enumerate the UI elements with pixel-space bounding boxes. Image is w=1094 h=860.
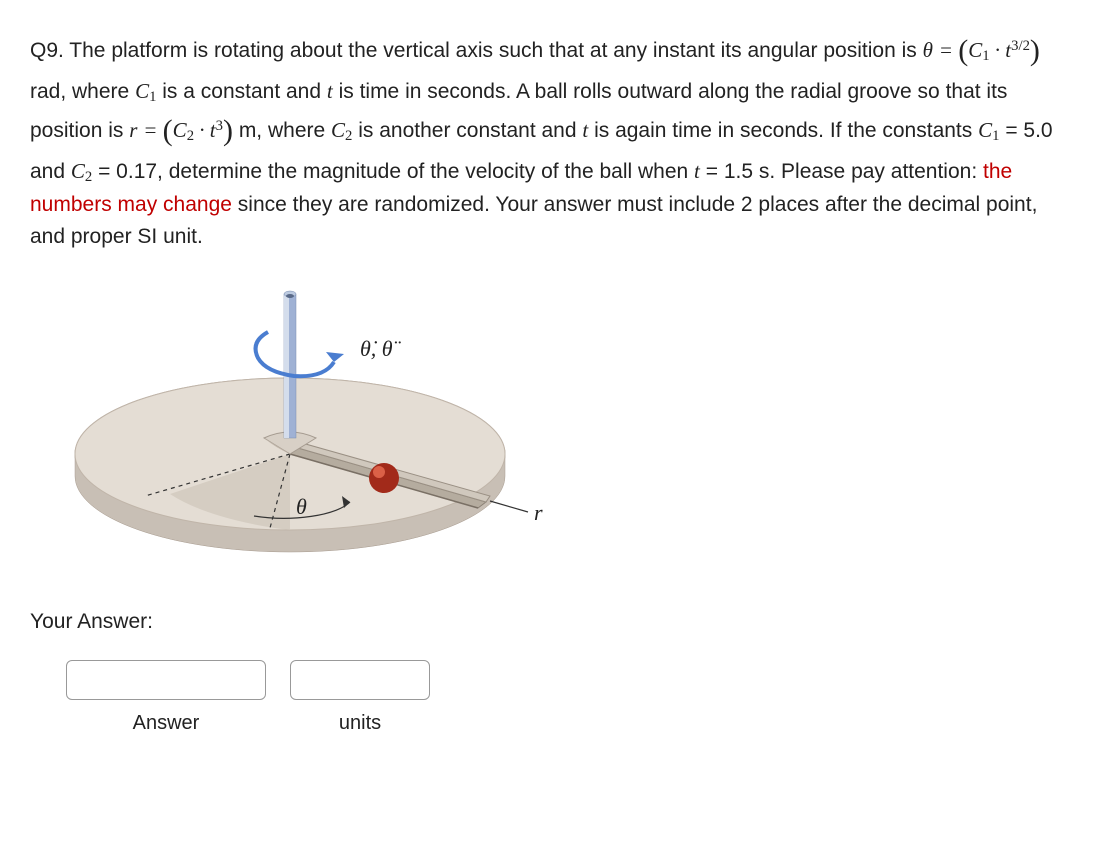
c1-sub: 1 xyxy=(982,48,989,64)
close-paren: ) xyxy=(1030,34,1040,67)
open-paren: ( xyxy=(958,34,968,67)
after-c1: is a constant and xyxy=(162,80,327,103)
answer-input[interactable] xyxy=(66,660,266,700)
units-group: units xyxy=(290,660,430,735)
dot2: · xyxy=(194,118,210,142)
exp1: 3/2 xyxy=(1011,38,1030,54)
eq-sign: = xyxy=(939,38,958,62)
after-theta: rad, where xyxy=(30,80,135,103)
units-input[interactable] xyxy=(290,660,430,700)
units-label: units xyxy=(339,712,381,735)
theta-var: θ xyxy=(923,38,933,62)
fig-theta-dot-label: θ̇, θ̈ xyxy=(360,336,402,361)
answer-row: Answer units xyxy=(66,660,1064,735)
c1b-sub: 1 xyxy=(149,89,156,105)
answer-group: Answer xyxy=(66,660,266,735)
dot1: · xyxy=(990,38,1006,62)
figure-rotating-platform: θ̇, θ̈ θ r xyxy=(50,276,1064,582)
t2: t xyxy=(327,79,333,103)
c2c: C xyxy=(71,159,85,183)
c2b: C xyxy=(331,118,345,142)
c2-sub: 2 xyxy=(187,128,194,144)
q-prefix: Q9. The platform is rotating about the v… xyxy=(30,39,923,62)
t4: t xyxy=(582,118,588,142)
c2c-sub: 2 xyxy=(85,169,92,185)
after-c2: is another constant and xyxy=(358,119,582,142)
after-r: m, where xyxy=(239,119,331,142)
after-t2: is again time in seconds. If the constan… xyxy=(594,119,978,142)
answer-label: Answer xyxy=(133,712,200,735)
open-paren2: ( xyxy=(163,114,173,147)
t-val: = 1.5 s. Please pay attention: xyxy=(706,160,983,183)
exp2: 3 xyxy=(216,118,223,134)
c2b-sub: 2 xyxy=(345,128,352,144)
eq-sign2: = xyxy=(143,118,162,142)
your-answer-label: Your Answer: xyxy=(30,610,1064,634)
t5: t xyxy=(694,159,700,183)
r-var: r xyxy=(129,118,137,142)
c1c: C xyxy=(978,118,992,142)
c2: C xyxy=(173,118,187,142)
close-paren2: ) xyxy=(223,114,233,147)
c1b: C xyxy=(135,79,149,103)
c1c-sub: 1 xyxy=(992,128,999,144)
c1: C xyxy=(968,38,982,62)
problem-text: Q9. The platform is rotating about the v… xyxy=(30,28,1064,254)
fig-r-label: r xyxy=(534,500,543,525)
fig-theta-label: θ xyxy=(296,494,307,519)
c2-val: = 0.17, determine the magnitude of the v… xyxy=(98,160,694,183)
